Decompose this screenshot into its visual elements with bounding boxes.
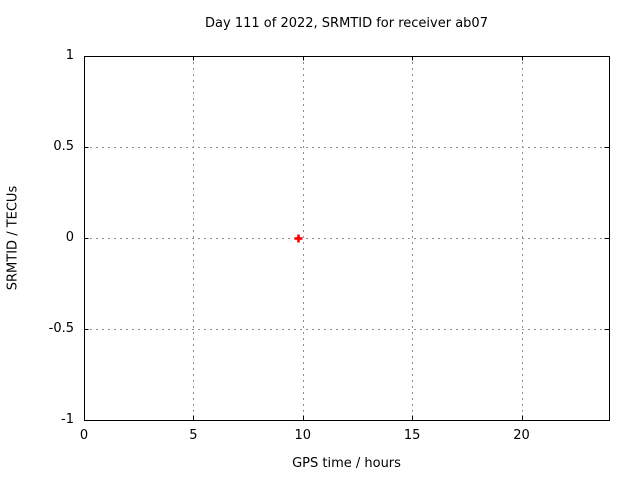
y-tick-label--0.5: -0.5 bbox=[48, 321, 74, 336]
y-axis-label: SRMTID / TECUs bbox=[5, 185, 21, 291]
x-tick-label-0: 0 bbox=[79, 428, 89, 443]
chart-title: Day 111 of 2022, SRMTID for receiver ab0… bbox=[205, 16, 488, 31]
data-point-marker bbox=[294, 234, 303, 243]
x-tick-label-5: 5 bbox=[189, 428, 198, 443]
plot-border bbox=[84, 56, 610, 421]
x-tick-label-15: 15 bbox=[403, 428, 421, 443]
x-tick-label-20: 20 bbox=[513, 428, 530, 443]
y-tick-label-0.5: 0.5 bbox=[53, 139, 74, 154]
x-axis-label: GPS time / hours bbox=[292, 456, 401, 471]
y-tick-label--1: -1 bbox=[61, 412, 74, 427]
y-tick-label-0: 0 bbox=[65, 230, 74, 245]
y-tick-label-1: 1 bbox=[65, 48, 74, 63]
x-tick-label-10: 10 bbox=[294, 428, 312, 443]
